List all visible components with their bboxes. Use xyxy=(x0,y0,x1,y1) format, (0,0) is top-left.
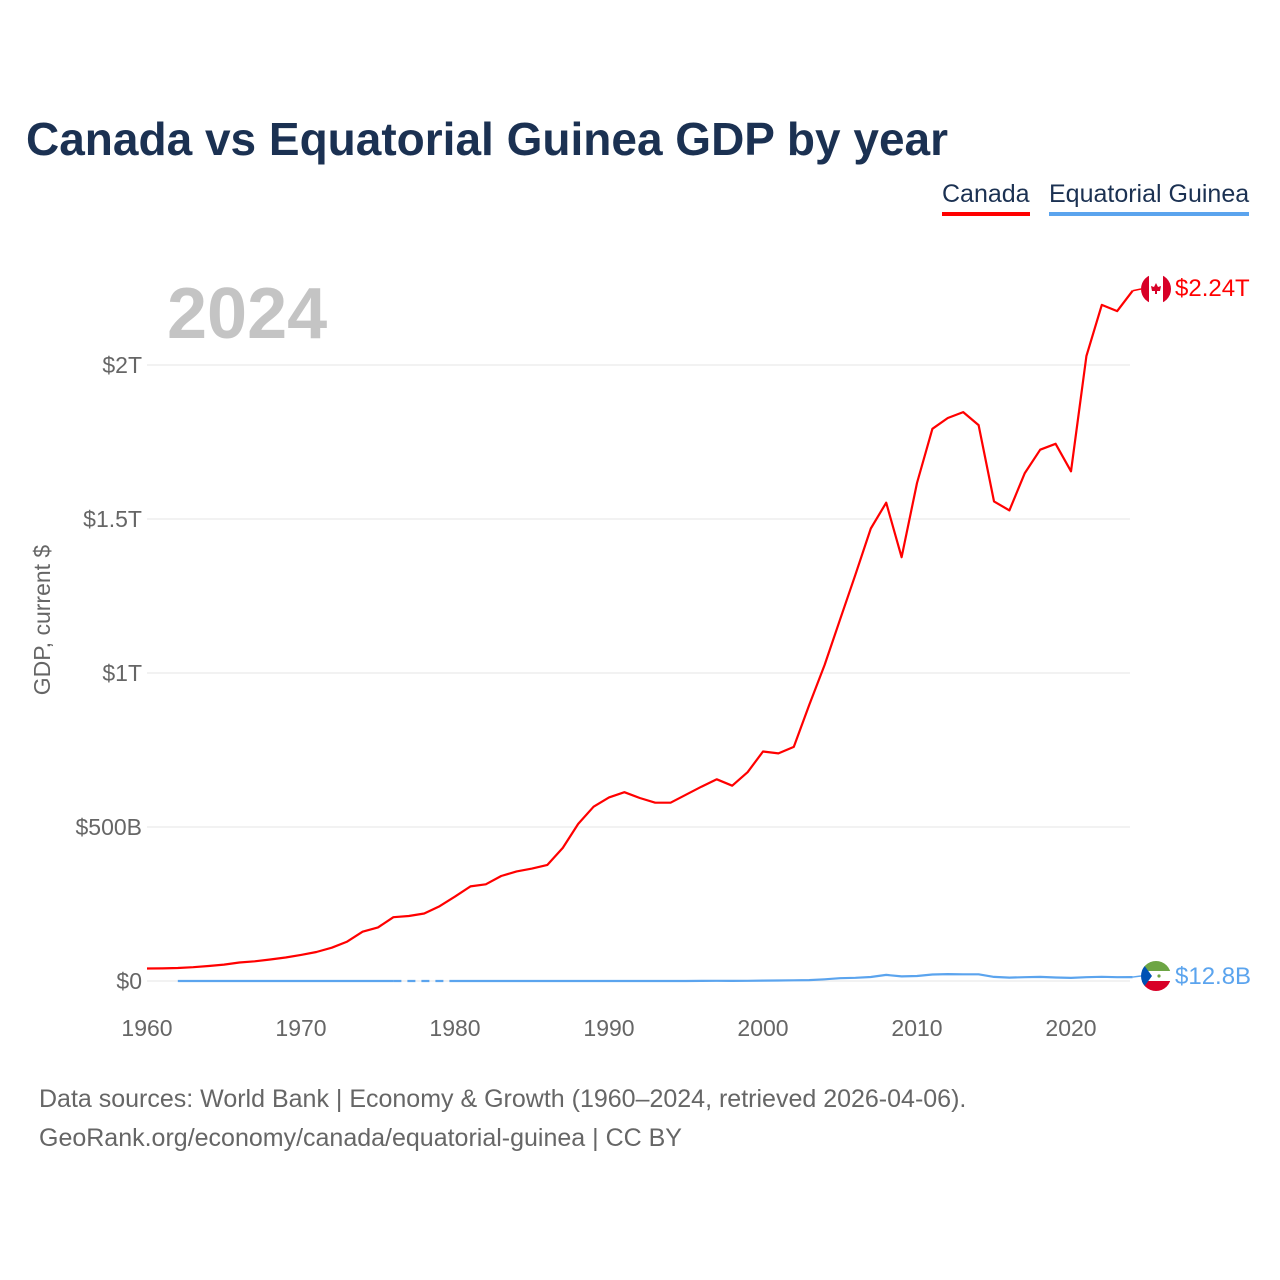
x-tick-label: 2010 xyxy=(891,1015,942,1041)
y-tick-label: $2T xyxy=(102,352,142,378)
y-tick-label: $1T xyxy=(102,660,142,686)
y-tick-label: $500B xyxy=(75,814,142,840)
x-tick-label: 1960 xyxy=(121,1015,172,1041)
year-watermark: 2024 xyxy=(167,274,327,354)
equatorial-guinea-flag-icon xyxy=(1141,961,1171,991)
footer-sources: Data sources: World Bank | Economy & Gro… xyxy=(39,1085,967,1113)
chart-title: Canada vs Equatorial Guinea GDP by year xyxy=(26,113,949,165)
x-tick-label: 2020 xyxy=(1045,1015,1096,1041)
canada-line xyxy=(146,290,1134,970)
canada-end-label: $2.24T xyxy=(1175,275,1250,302)
x-tick-label: 2000 xyxy=(737,1015,788,1041)
x-tick-label: 1980 xyxy=(429,1015,480,1041)
canada-flag-icon xyxy=(1141,274,1171,304)
canada-end-connector xyxy=(1132,288,1142,292)
legend-equatorial-guinea[interactable]: Equatorial Guinea xyxy=(1049,180,1250,216)
y-tick-label: $1.5T xyxy=(83,506,142,532)
x-tick-label: 1990 xyxy=(583,1015,634,1041)
y-axis-label: GDP, current $ xyxy=(29,545,55,696)
footer-link[interactable]: GeoRank.org/economy/canada/equatorial-gu… xyxy=(39,1124,682,1152)
y-tick-label: $0 xyxy=(116,968,142,994)
legend-canada[interactable]: Canada xyxy=(942,180,1030,216)
equatorial-guinea-end-connector xyxy=(1132,975,1142,978)
equatorial-guinea-line xyxy=(455,973,1133,983)
equatorial-guinea-end-label: $12.8B xyxy=(1175,963,1251,990)
x-tick-label: 1970 xyxy=(275,1015,326,1041)
